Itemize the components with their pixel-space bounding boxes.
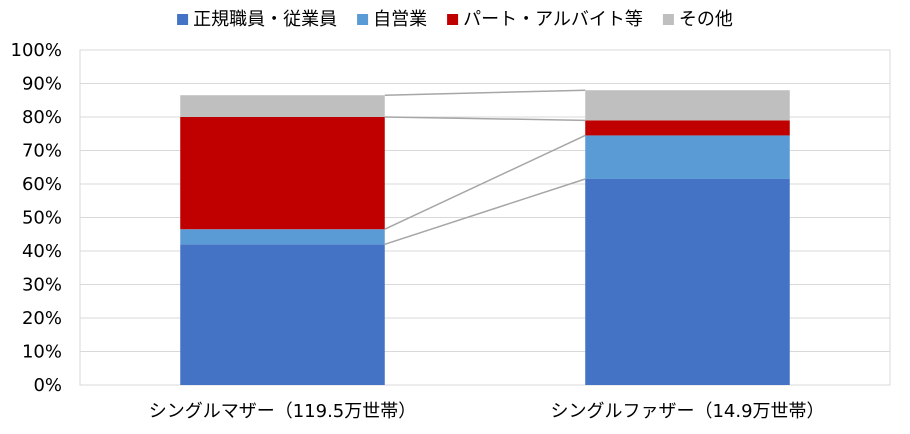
y-tick-label: 20% — [22, 308, 62, 329]
bar-segment — [585, 120, 790, 136]
legend-item: その他 — [662, 9, 733, 30]
bar-segment — [585, 178, 790, 385]
y-tick-label: 50% — [22, 208, 62, 229]
legend-swatch — [662, 14, 674, 25]
series-connector-line — [384, 89, 586, 96]
y-tick-label: 40% — [22, 241, 62, 262]
legend-swatch — [447, 14, 459, 25]
bar-segment — [180, 95, 385, 117]
y-tick-label: 80% — [22, 107, 62, 128]
series-connector-line — [384, 134, 586, 230]
connector-lines — [384, 89, 586, 246]
y-tick-label: 90% — [22, 74, 62, 95]
legend-label: パート・アルバイト等 — [463, 9, 643, 30]
y-tick-label: 60% — [22, 174, 62, 195]
legend-item: パート・アルバイト等 — [447, 9, 643, 30]
y-tick-label: 100% — [11, 40, 62, 61]
y-tick-label: 30% — [22, 275, 62, 296]
x-axis: シングルマザー（119.5万世帯） シングルファザー（14.9万世帯） — [149, 401, 825, 422]
bar-segment — [180, 244, 385, 385]
legend-swatch — [177, 14, 189, 25]
series-connector-line — [384, 116, 586, 122]
legend-label: その他 — [679, 9, 733, 30]
bar-segment — [585, 135, 790, 179]
y-tick-label: 70% — [22, 141, 62, 162]
bar-segment — [180, 229, 385, 245]
y-axis: 0% 10% 20% 30% 40% 50% 60% 70% 80% 90% 100% — [11, 40, 62, 396]
legend-swatch — [357, 14, 369, 25]
y-tick-label: 10% — [22, 342, 62, 363]
legend-label: 自営業 — [373, 9, 427, 30]
y-tick-label: 0% — [33, 375, 62, 396]
bar-segment — [180, 117, 385, 230]
x-category-label: シングルマザー（119.5万世帯） — [149, 401, 417, 422]
series-connector-line — [384, 178, 586, 246]
legend-item: 正規職員・従業員 — [177, 9, 337, 30]
x-category-label: シングルファザー（14.9万世帯） — [550, 401, 824, 422]
legend-item: 自営業 — [357, 9, 427, 30]
legend-label: 正規職員・従業員 — [193, 9, 337, 30]
bar-stacks — [180, 90, 790, 385]
bar-segment — [585, 90, 790, 121]
legend: 正規職員・従業員 自営業 パート・アルバイト等 その他 — [177, 9, 733, 30]
